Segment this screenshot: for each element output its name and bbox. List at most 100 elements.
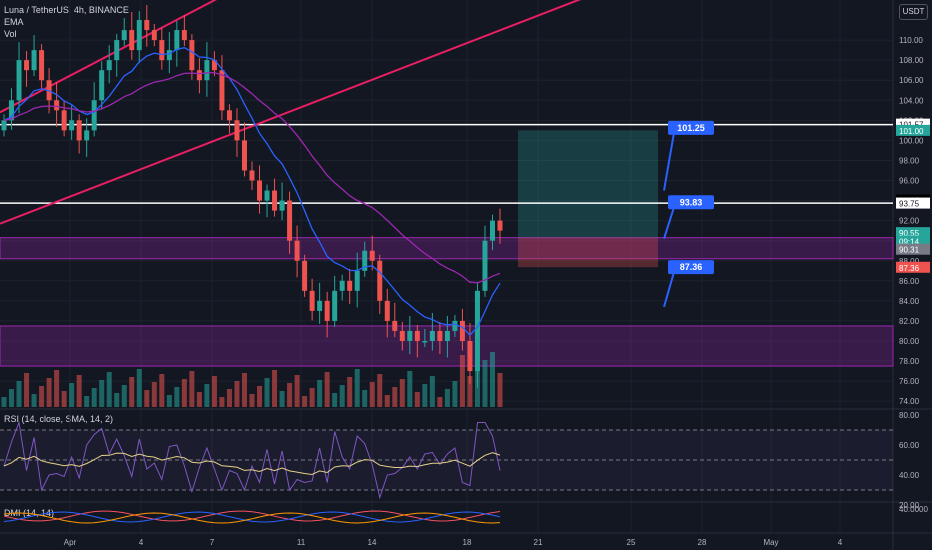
- candle-body[interactable]: [106, 60, 112, 71]
- candle-body[interactable]: [317, 300, 323, 311]
- candle-body[interactable]: [16, 60, 22, 101]
- candle-body[interactable]: [377, 260, 383, 301]
- price-tag-label: 93.75: [899, 200, 920, 209]
- candle-body[interactable]: [452, 320, 458, 331]
- candle-body[interactable]: [489, 220, 495, 241]
- volume-bar: [377, 374, 383, 407]
- trendline[interactable]: [0, 0, 330, 114]
- ema-indicator-label[interactable]: EMA: [4, 17, 24, 27]
- candle-body[interactable]: [121, 30, 127, 41]
- candle-body[interactable]: [61, 110, 67, 131]
- candle-body[interactable]: [114, 40, 120, 61]
- candle-body[interactable]: [362, 250, 368, 271]
- candle-body[interactable]: [392, 320, 398, 331]
- position-profit-area[interactable]: [518, 130, 658, 238]
- rsi-indicator-label[interactable]: RSI (14, close, SMA, 14, 2): [4, 414, 114, 424]
- price-tag: [896, 261, 930, 273]
- support-zone[interactable]: [0, 237, 894, 260]
- candle-body[interactable]: [84, 130, 90, 141]
- volume-indicator-label[interactable]: Vol: [4, 29, 17, 39]
- candle-body[interactable]: [482, 240, 488, 291]
- candle-body[interactable]: [159, 40, 165, 61]
- volume-bar: [174, 387, 180, 407]
- candle-body[interactable]: [189, 40, 195, 71]
- candle-body[interactable]: [399, 330, 405, 341]
- candle-body[interactable]: [287, 200, 293, 241]
- volume-bar: [144, 390, 150, 407]
- support-zone[interactable]: [0, 325, 894, 367]
- candle-body[interactable]: [302, 260, 308, 291]
- volume-bar: [204, 384, 210, 407]
- candle-body[interactable]: [204, 60, 210, 81]
- callout-box[interactable]: [668, 120, 714, 135]
- candle-body[interactable]: [264, 190, 270, 201]
- candle-body[interactable]: [422, 340, 428, 343]
- callout-box[interactable]: [668, 195, 714, 210]
- position-loss-area[interactable]: [518, 237, 658, 268]
- currency-button[interactable]: USDT: [899, 4, 928, 20]
- candle-body[interactable]: [257, 180, 263, 201]
- candle-body[interactable]: [459, 320, 465, 341]
- volume-bar: [166, 395, 172, 407]
- candle-body[interactable]: [279, 200, 285, 211]
- symbol-title[interactable]: Luna / TetherUS, 4h, BINANCE: [4, 5, 129, 15]
- candle-body[interactable]: [309, 290, 315, 311]
- candle-body[interactable]: [99, 70, 105, 101]
- volume-bar: [181, 379, 187, 407]
- candle-body[interactable]: [294, 240, 300, 261]
- candle-body[interactable]: [219, 70, 225, 111]
- candle-body[interactable]: [211, 60, 217, 71]
- candle-body[interactable]: [437, 330, 443, 341]
- volume-bar: [392, 387, 398, 407]
- candle-body[interactable]: [166, 50, 172, 61]
- candle-body[interactable]: [241, 140, 247, 171]
- candle-body[interactable]: [39, 50, 45, 81]
- callout-box[interactable]: [668, 260, 714, 275]
- candle-body[interactable]: [249, 170, 255, 181]
- candle-body[interactable]: [347, 280, 353, 291]
- candle-body[interactable]: [9, 100, 15, 121]
- volume-bar: [384, 395, 390, 407]
- candle-body[interactable]: [384, 300, 390, 321]
- candle-body[interactable]: [497, 220, 503, 231]
- price-tick-label: 74.00: [899, 397, 920, 406]
- candle-body[interactable]: [444, 330, 450, 341]
- candle-body[interactable]: [151, 30, 157, 41]
- candle-body[interactable]: [24, 60, 30, 71]
- candle-body[interactable]: [129, 30, 135, 51]
- candle-body[interactable]: [324, 300, 330, 321]
- candle-body[interactable]: [91, 100, 97, 131]
- candle-body[interactable]: [429, 330, 435, 341]
- candle-body[interactable]: [474, 290, 480, 372]
- candle-body[interactable]: [467, 340, 473, 372]
- trendline[interactable]: [0, 0, 760, 225]
- candle-body[interactable]: [54, 100, 60, 111]
- rsi-line: [3, 420, 501, 500]
- candle-body[interactable]: [76, 120, 82, 141]
- candle-body[interactable]: [339, 280, 345, 291]
- candle-body[interactable]: [69, 120, 75, 131]
- candle-body[interactable]: [407, 330, 413, 341]
- dmi-indicator-label[interactable]: DMI (14, 14): [4, 508, 55, 518]
- volume-bar: [106, 372, 112, 407]
- price-tick-label: 82.00: [899, 317, 920, 326]
- price-tick-label: 110.00: [899, 36, 923, 45]
- volume-bar: [264, 378, 270, 407]
- candle-body[interactable]: [174, 30, 180, 51]
- candle-body[interactable]: [181, 30, 187, 41]
- candle-body[interactable]: [136, 20, 142, 51]
- candle-body[interactable]: [144, 20, 150, 31]
- candle-body[interactable]: [354, 270, 360, 291]
- volume-bar: [279, 391, 285, 407]
- candle-body[interactable]: [332, 290, 338, 321]
- candle-body[interactable]: [31, 50, 37, 71]
- candle-body[interactable]: [196, 70, 202, 81]
- candle-body[interactable]: [226, 110, 232, 121]
- volume-bar: [407, 371, 413, 407]
- candle-body[interactable]: [369, 250, 375, 261]
- candle-body[interactable]: [272, 190, 278, 211]
- candle-body[interactable]: [1, 120, 7, 131]
- candle-body[interactable]: [414, 330, 420, 341]
- candle-body[interactable]: [234, 120, 240, 141]
